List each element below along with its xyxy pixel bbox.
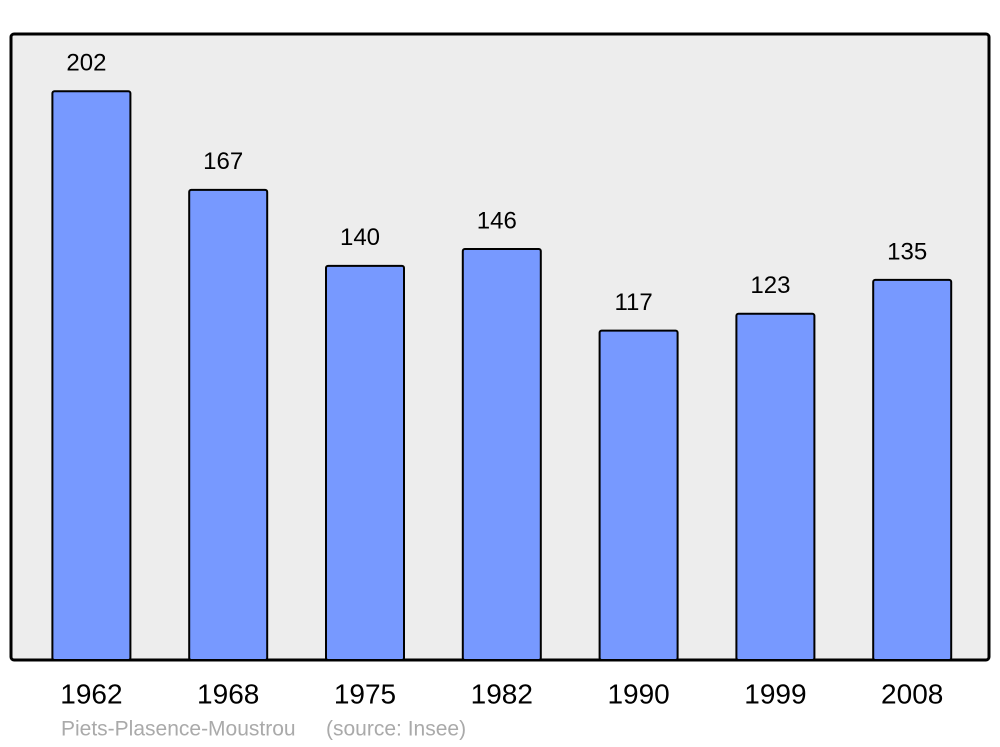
x-tick-label: 1962 xyxy=(60,678,122,709)
bar xyxy=(735,312,816,661)
value-label: 167 xyxy=(203,148,243,175)
value-label: 135 xyxy=(887,238,927,265)
commune-name: Piets-Plasence-Moustrou xyxy=(61,718,296,741)
x-tick-label: 1975 xyxy=(334,678,396,709)
bar xyxy=(188,188,269,661)
x-tick-label: 1990 xyxy=(607,678,669,709)
bar xyxy=(51,90,132,661)
x-tick-label: 1999 xyxy=(744,678,806,709)
bar xyxy=(598,329,679,661)
value-label: 202 xyxy=(66,50,106,77)
bar xyxy=(461,247,542,661)
x-tick-label: 2008 xyxy=(881,678,943,709)
x-tick-label: 1968 xyxy=(197,678,259,709)
source-note: (source: Insee) xyxy=(326,718,466,741)
value-label: 146 xyxy=(477,207,517,234)
x-tick-label: 1982 xyxy=(471,678,533,709)
value-label: 123 xyxy=(750,272,790,299)
bar xyxy=(872,278,953,661)
bar xyxy=(325,264,405,661)
value-label: 117 xyxy=(614,289,652,316)
value-label: 140 xyxy=(340,224,380,251)
